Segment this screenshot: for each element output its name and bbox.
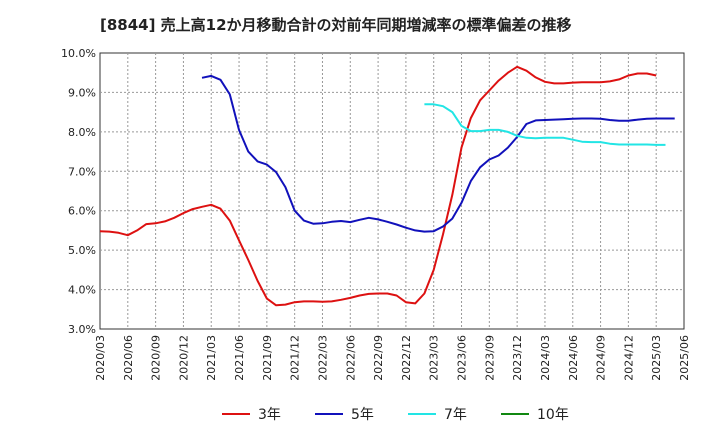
legend-label-3: 10年 (537, 407, 569, 423)
x-tick-label: 2023/06 (456, 335, 469, 381)
x-tick-label: 2024/12 (622, 335, 635, 381)
x-tick-label: 2023/12 (511, 335, 524, 381)
x-tick-label: 2024/06 (567, 335, 580, 381)
x-tick-label: 2023/03 (428, 335, 441, 381)
x-tick-label: 2020/09 (150, 335, 163, 381)
y-tick-label: 7.0% (68, 165, 96, 178)
x-tick-label: 2023/09 (483, 335, 496, 381)
x-tick-label: 2021/03 (205, 335, 218, 381)
y-tick-label: 4.0% (68, 284, 96, 297)
series-line-0 (99, 65, 657, 307)
x-axis: 2020/03 2020/06 2020/09 2020/12 2021/03 2021/… (94, 335, 691, 381)
x-tick-label: 2022/12 (400, 335, 413, 381)
x-tick-label: 2025/06 (678, 335, 691, 381)
x-tick-label: 2022/03 (316, 335, 329, 381)
series-line-1 (201, 74, 675, 233)
y-tick-label: 3.0% (68, 323, 96, 336)
legend: 3年 5年 7年 10年 (222, 407, 569, 423)
gridlines (100, 53, 684, 329)
y-axis: 3.0% 4.0% 5.0% 6.0% 7.0% 8.0% 9.0% 10.0% (61, 47, 96, 336)
y-tick-label: 10.0% (61, 47, 96, 60)
y-tick-label: 8.0% (68, 126, 96, 139)
series-lines (99, 65, 675, 307)
x-tick-label: 2021/09 (261, 335, 274, 381)
y-tick-label: 6.0% (68, 205, 96, 218)
series-line-2 (424, 103, 666, 146)
x-tick-label: 2022/09 (372, 335, 385, 381)
y-tick-label: 5.0% (68, 244, 96, 257)
x-tick-label: 2020/06 (122, 335, 135, 381)
x-tick-label: 2024/03 (539, 335, 552, 381)
x-tick-label: 2025/03 (650, 335, 663, 381)
x-tick-label: 2021/06 (233, 335, 246, 381)
x-tick-label: 2020/03 (94, 335, 107, 381)
chart-title: [8844] 売上高12か月移動合計の対前年同期増減率の標準偏差の推移 (100, 16, 572, 34)
x-tick-label: 2021/12 (289, 335, 302, 381)
plot-area (99, 52, 685, 330)
x-tick-label: 2024/09 (595, 335, 608, 381)
legend-label-0: 3年 (258, 407, 281, 423)
legend-label-2: 7年 (444, 407, 467, 423)
legend-label-1: 5年 (351, 407, 374, 423)
y-tick-label: 9.0% (68, 86, 96, 99)
x-tick-label: 2022/06 (344, 335, 357, 381)
x-tick-label: 2020/12 (177, 335, 190, 381)
